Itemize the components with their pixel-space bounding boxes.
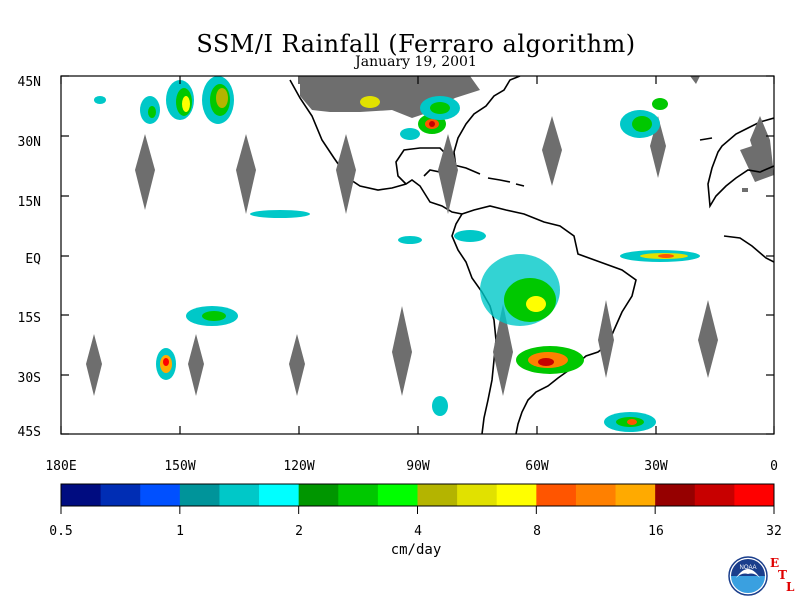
coastlines (289, 76, 774, 434)
lon-label: 0 (770, 459, 778, 474)
lon-label: 120W (283, 459, 314, 474)
colorbar-units: cm/day (390, 542, 442, 558)
rain-patch-north-pacific-3 (140, 96, 160, 124)
lon-label: 60W (525, 459, 549, 474)
etl-letter: L (786, 580, 795, 594)
colorbar-swatch (417, 484, 458, 506)
colorbar-swatch (377, 484, 418, 506)
colorbar-swatch (338, 484, 379, 506)
lat-label: 30S (18, 371, 41, 386)
colorbar-tick-label: 4 (414, 524, 422, 539)
lat-label: 30N (18, 135, 41, 150)
colorbar-tick-label: 2 (295, 524, 303, 539)
colorbar-swatch (496, 484, 537, 506)
etl-letter: T (778, 568, 787, 582)
rain-patch-atlantic-north (360, 96, 460, 120)
rain-patch-south-atlantic (604, 412, 656, 432)
noaa-logo-text: NOAA (739, 565, 756, 571)
colorbar-swatch (615, 484, 656, 506)
rain-patch-south-pacific (156, 306, 238, 380)
colorbar (61, 484, 775, 506)
colorbar-tick-label: 0.5 (49, 524, 72, 539)
colorbar-swatch (140, 484, 181, 506)
colorbar-swatch (61, 484, 102, 506)
lat-label: 45N (18, 75, 41, 90)
lat-label: EQ (25, 252, 41, 267)
lat-label: 15S (18, 311, 41, 326)
colorbar-swatch (179, 484, 220, 506)
noaa-logo-icon: NOAA (728, 556, 768, 596)
rain-patch-north-pacific-1 (166, 80, 194, 120)
colorbar-swatch (298, 484, 339, 506)
colorbar-swatch (259, 484, 300, 506)
colorbar-swatch (536, 484, 577, 506)
rain-patch-north-pacific-2 (202, 76, 234, 124)
colorbar-tick-label: 8 (533, 524, 541, 539)
missing-swaths (86, 116, 770, 396)
latitude-labels: 45N 30N 15N EQ 15S 30S 45S (18, 75, 42, 440)
map-title: SSM/I Rainfall (Ferraro algorithm) (196, 30, 636, 58)
rain-patch-itcz-atlantic (620, 250, 700, 262)
rain-patch-atlantic-east (620, 98, 668, 138)
lon-label: 150W (164, 459, 195, 474)
colorbar-swatch (655, 484, 696, 506)
colorbar-swatch (734, 484, 775, 506)
colorbar-tick-label: 16 (648, 524, 664, 539)
longitude-labels: 180E 150W 120W 90W 60W 30W 0 (45, 459, 778, 474)
etl-letter: E (770, 556, 780, 570)
lat-label: 15N (18, 195, 41, 210)
rain-patch-south-brazil (516, 346, 584, 374)
latitude-ticks (61, 75, 774, 435)
colorbar-ticks (60, 506, 775, 514)
colorbar-swatch (219, 484, 260, 506)
map-subtitle: January 19, 2001 (355, 54, 477, 70)
rainfall-patches (94, 76, 700, 432)
rain-patch-amazon (480, 254, 560, 326)
map-plot-area (61, 76, 774, 434)
lon-label: 180E (45, 459, 76, 474)
colorbar-swatch (457, 484, 498, 506)
rain-patch-misc (94, 96, 486, 416)
lon-label: 90W (406, 459, 430, 474)
colorbar-tick-label: 32 (766, 524, 782, 539)
etl-logo: E T L (768, 556, 800, 596)
longitude-ticks (60, 76, 775, 434)
colorbar-swatch (100, 484, 141, 506)
colorbar-swatch (575, 484, 617, 506)
lat-label: 45S (18, 425, 41, 440)
colorbar-tick-label: 1 (176, 524, 184, 539)
colorbar-labels: 0.5 1 2 4 8 16 32 (49, 524, 782, 539)
colorbar-swatch (694, 484, 735, 506)
lon-label: 30W (644, 459, 668, 474)
